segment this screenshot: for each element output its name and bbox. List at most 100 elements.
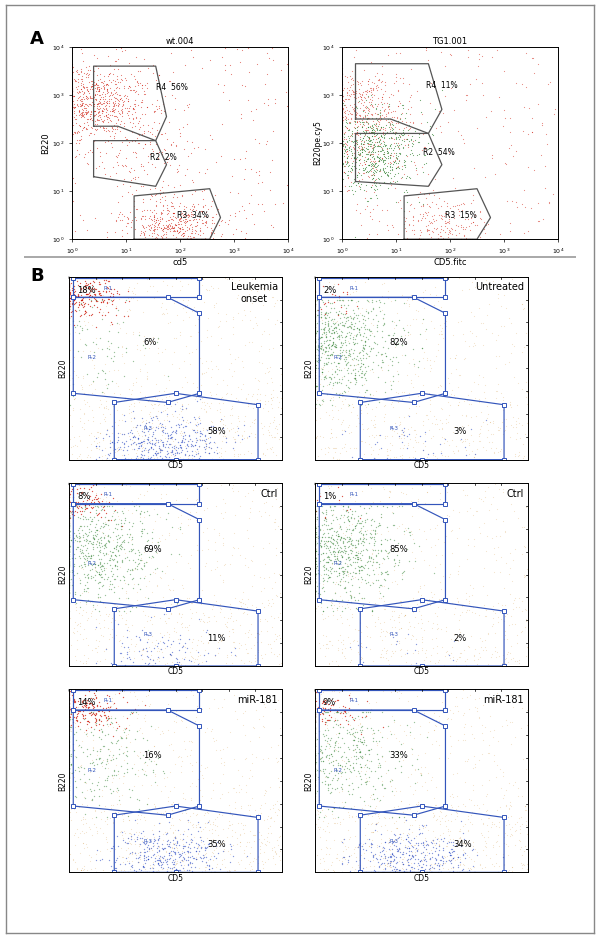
Point: [519, 569, 529, 584]
Point: [379, 102, 389, 117]
Point: [143, 430, 152, 445]
Point: [83, 117, 92, 132]
Point: [430, 837, 439, 852]
Point: [81, 531, 91, 546]
Point: [147, 437, 157, 452]
Point: [382, 429, 392, 444]
Point: [522, 826, 532, 841]
Point: [138, 224, 148, 239]
Point: [496, 605, 505, 620]
Point: [155, 642, 165, 657]
Point: [359, 500, 369, 515]
Point: [148, 827, 158, 842]
Point: [131, 863, 141, 878]
Point: [439, 330, 448, 345]
Point: [124, 830, 133, 845]
Point: [102, 421, 112, 436]
Point: [187, 817, 197, 832]
Point: [345, 501, 355, 516]
Point: [92, 698, 102, 713]
Point: [164, 73, 174, 88]
Point: [207, 825, 217, 840]
Point: [310, 352, 320, 367]
Point: [359, 794, 369, 809]
Point: [83, 701, 93, 716]
Point: [313, 547, 322, 562]
Point: [387, 810, 397, 825]
Point: [140, 608, 149, 623]
Point: [500, 111, 510, 126]
Point: [464, 702, 474, 717]
Point: [77, 557, 86, 572]
Point: [360, 798, 370, 813]
Point: [64, 276, 74, 291]
Point: [94, 552, 104, 567]
Point: [208, 213, 217, 228]
Point: [219, 851, 229, 866]
Point: [374, 855, 383, 870]
Point: [316, 339, 326, 354]
Point: [152, 535, 162, 550]
Point: [520, 568, 529, 583]
Point: [100, 275, 110, 290]
Point: [156, 102, 166, 117]
Point: [138, 219, 148, 234]
Point: [175, 417, 184, 432]
Point: [374, 810, 383, 825]
Point: [318, 577, 328, 592]
Point: [449, 446, 458, 461]
Point: [365, 148, 374, 163]
Point: [416, 765, 426, 780]
Point: [410, 158, 420, 173]
Point: [83, 83, 92, 98]
Point: [119, 435, 128, 450]
Point: [178, 432, 187, 447]
Point: [148, 226, 157, 241]
Point: [100, 537, 110, 552]
Point: [419, 851, 428, 866]
Point: [202, 330, 212, 345]
Point: [499, 846, 508, 861]
Point: [337, 142, 347, 157]
Point: [438, 105, 448, 120]
Point: [67, 111, 77, 126]
Point: [332, 815, 342, 830]
Point: [385, 124, 395, 139]
Point: [271, 844, 280, 859]
Point: [121, 158, 130, 173]
Point: [176, 857, 186, 872]
Point: [389, 423, 399, 438]
Point: [103, 114, 112, 129]
Point: [86, 551, 95, 566]
Point: [370, 800, 380, 815]
Point: [67, 98, 77, 113]
Point: [394, 122, 404, 137]
Point: [64, 500, 74, 515]
Point: [127, 829, 136, 844]
Point: [121, 731, 131, 746]
Point: [119, 392, 129, 407]
Point: [476, 811, 486, 826]
Point: [472, 844, 481, 859]
Point: [325, 499, 334, 514]
Point: [168, 582, 178, 598]
Point: [69, 99, 79, 114]
Point: [377, 152, 387, 167]
Point: [129, 102, 139, 117]
Point: [113, 568, 122, 583]
Point: [364, 95, 374, 110]
Point: [439, 849, 449, 864]
Point: [145, 450, 154, 465]
Point: [94, 97, 103, 112]
Point: [64, 488, 74, 503]
Point: [154, 816, 164, 831]
Point: [430, 559, 439, 574]
Point: [346, 590, 356, 605]
Point: [338, 77, 347, 92]
Point: [158, 228, 168, 243]
Point: [102, 498, 112, 513]
Point: [389, 135, 399, 150]
Point: [102, 229, 112, 244]
Point: [64, 539, 74, 554]
Point: [328, 536, 337, 551]
